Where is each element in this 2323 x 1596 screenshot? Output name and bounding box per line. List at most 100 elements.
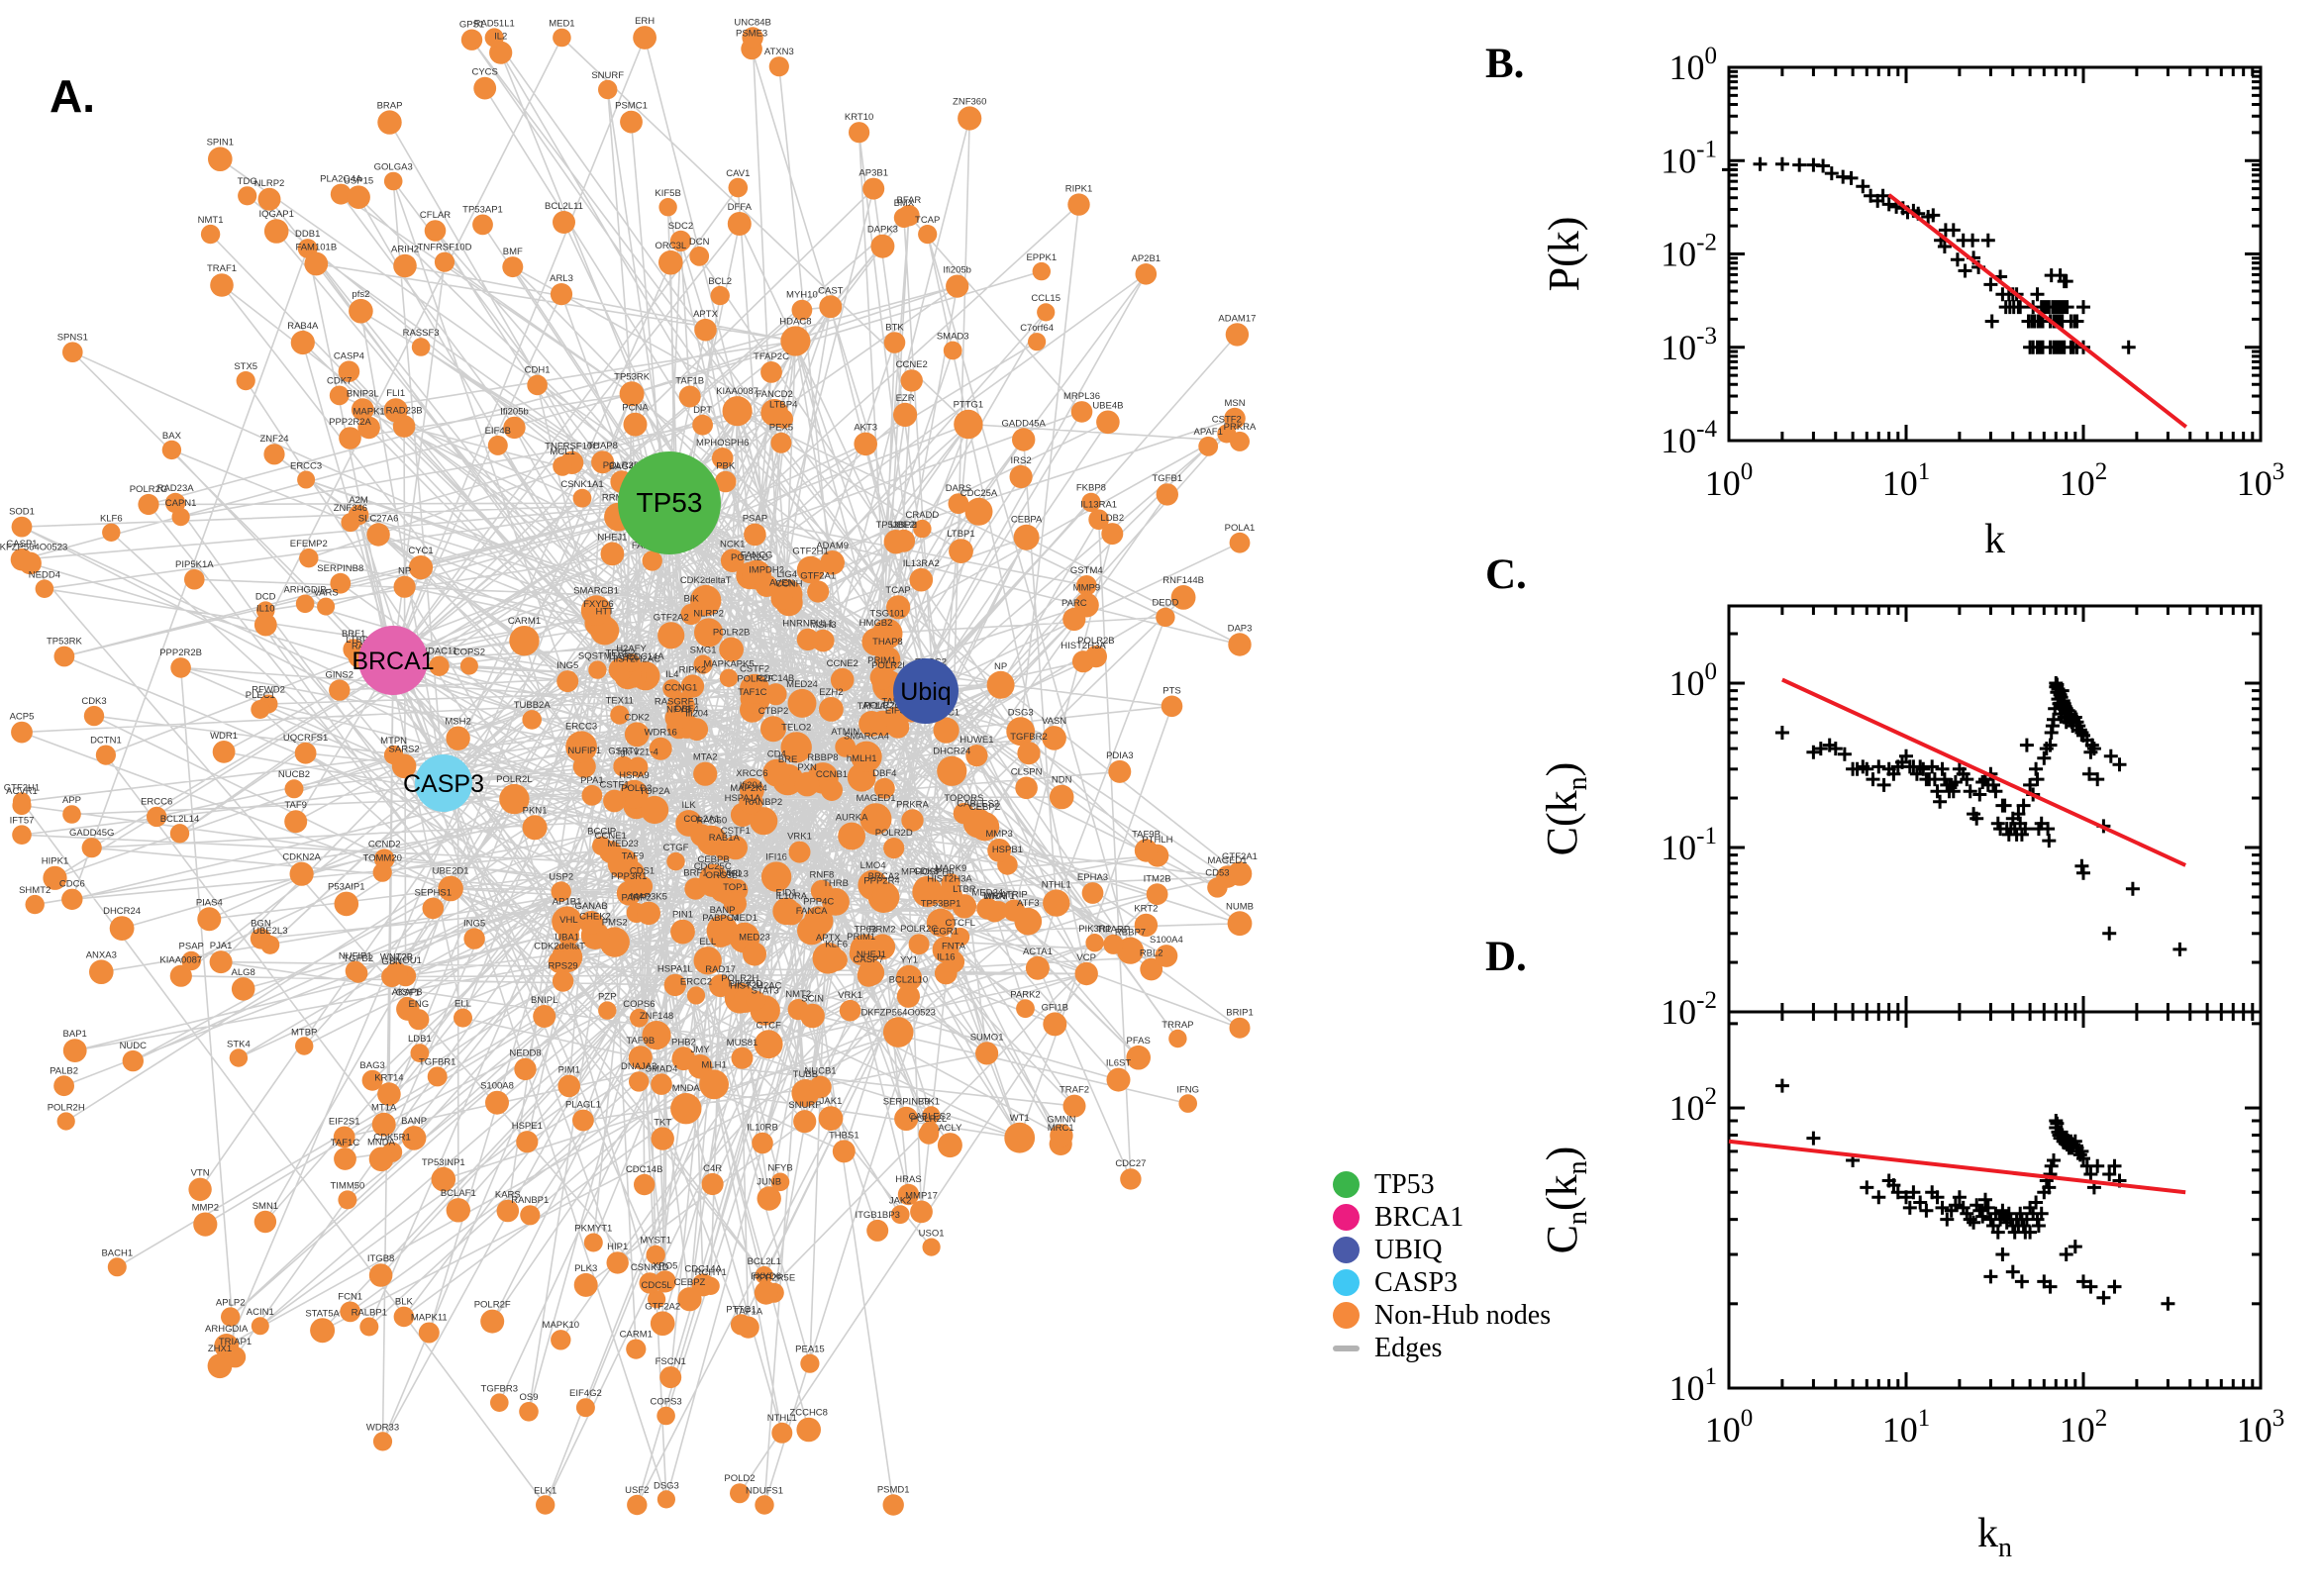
network-node[interactable]	[882, 1017, 914, 1047]
network-node[interactable]	[304, 251, 329, 276]
network-node[interactable]	[161, 440, 182, 460]
network-node[interactable]	[882, 1494, 904, 1516]
network-node[interactable]	[516, 1131, 539, 1153]
network-node[interactable]	[770, 1172, 790, 1192]
network-node[interactable]	[340, 1301, 361, 1323]
network-node[interactable]	[913, 876, 940, 902]
network-node[interactable]	[297, 470, 316, 489]
network-node[interactable]	[393, 253, 417, 278]
network-node[interactable]	[690, 824, 713, 847]
network-node[interactable]	[377, 110, 402, 135]
network-node[interactable]	[509, 626, 540, 656]
network-node[interactable]	[329, 679, 351, 701]
network-node[interactable]	[857, 964, 880, 987]
network-node[interactable]	[937, 755, 967, 786]
network-node[interactable]	[1037, 303, 1056, 322]
network-node[interactable]	[459, 656, 478, 675]
network-node[interactable]	[341, 513, 360, 533]
network-node[interactable]	[519, 1402, 539, 1422]
network-node[interactable]	[755, 1495, 774, 1515]
network-node[interactable]	[1088, 509, 1109, 530]
network-node[interactable]	[591, 450, 615, 474]
hub-node-Ubiq[interactable]	[893, 658, 959, 724]
network-node[interactable]	[598, 1001, 617, 1020]
network-node[interactable]	[56, 1112, 75, 1131]
network-node[interactable]	[1135, 263, 1158, 285]
network-node[interactable]	[890, 1205, 910, 1225]
network-node[interactable]	[460, 29, 483, 50]
network-node[interactable]	[391, 753, 417, 779]
network-node[interactable]	[368, 1263, 393, 1287]
network-node[interactable]	[920, 1121, 940, 1141]
network-node[interactable]	[1229, 532, 1251, 553]
network-node[interactable]	[109, 916, 135, 941]
network-node[interactable]	[1011, 428, 1036, 451]
network-node[interactable]	[757, 1186, 781, 1211]
network-node[interactable]	[1227, 861, 1253, 886]
network-node[interactable]	[648, 1290, 666, 1309]
network-node[interactable]	[819, 295, 843, 319]
network-node[interactable]	[896, 984, 921, 1008]
network-node[interactable]	[418, 1322, 440, 1344]
network-node[interactable]	[948, 493, 969, 514]
network-node[interactable]	[715, 842, 734, 861]
network-node[interactable]	[53, 1075, 74, 1097]
network-node[interactable]	[366, 523, 390, 547]
network-node[interactable]	[662, 679, 682, 699]
network-node[interactable]	[294, 742, 317, 764]
network-node[interactable]	[527, 374, 548, 396]
network-node[interactable]	[1085, 934, 1104, 952]
network-node[interactable]	[411, 338, 431, 356]
network-node[interactable]	[263, 444, 285, 465]
network-node[interactable]	[427, 1066, 448, 1087]
network-node[interactable]	[368, 1147, 394, 1172]
network-node[interactable]	[943, 341, 962, 360]
network-node[interactable]	[184, 568, 205, 590]
network-node[interactable]	[556, 670, 579, 693]
network-node[interactable]	[231, 977, 255, 1001]
network-node[interactable]	[548, 950, 571, 974]
network-node[interactable]	[197, 907, 222, 932]
network-node[interactable]	[908, 934, 930, 955]
network-node[interactable]	[236, 371, 255, 391]
network-node[interactable]	[229, 1048, 249, 1067]
network-node[interactable]	[1043, 889, 1070, 917]
hub-node-CASP3[interactable]	[415, 754, 472, 812]
network-node[interactable]	[250, 928, 271, 949]
network-node[interactable]	[83, 705, 105, 727]
network-node[interactable]	[393, 575, 416, 598]
network-node[interactable]	[550, 283, 573, 306]
network-node[interactable]	[730, 1314, 753, 1336]
network-node[interactable]	[410, 1044, 430, 1062]
network-node[interactable]	[623, 412, 648, 437]
network-node[interactable]	[351, 398, 374, 421]
network-node[interactable]	[581, 784, 603, 806]
network-node[interactable]	[164, 492, 186, 514]
network-node[interactable]	[1013, 524, 1040, 550]
network-node[interactable]	[641, 795, 669, 825]
network-node[interactable]	[952, 894, 977, 919]
network-node[interactable]	[579, 911, 604, 935]
network-node[interactable]	[580, 595, 612, 626]
network-node[interactable]	[565, 731, 597, 763]
network-node[interactable]	[1229, 1017, 1251, 1039]
network-node[interactable]	[832, 1140, 856, 1163]
network-node[interactable]	[1178, 1094, 1197, 1113]
network-node[interactable]	[169, 964, 192, 987]
network-node[interactable]	[624, 722, 650, 748]
network-node[interactable]	[610, 705, 630, 725]
network-node[interactable]	[800, 1003, 825, 1029]
network-node[interactable]	[694, 618, 724, 648]
network-node[interactable]	[251, 700, 270, 719]
network-node[interactable]	[760, 716, 786, 743]
network-node[interactable]	[693, 947, 722, 975]
network-node[interactable]	[339, 427, 361, 449]
network-node[interactable]	[671, 1047, 696, 1071]
network-node[interactable]	[689, 246, 710, 266]
network-node[interactable]	[393, 1306, 415, 1328]
network-node[interactable]	[338, 1190, 357, 1210]
network-node[interactable]	[383, 398, 408, 423]
network-node[interactable]	[572, 488, 592, 508]
network-node[interactable]	[62, 342, 83, 363]
network-node[interactable]	[295, 1037, 314, 1055]
